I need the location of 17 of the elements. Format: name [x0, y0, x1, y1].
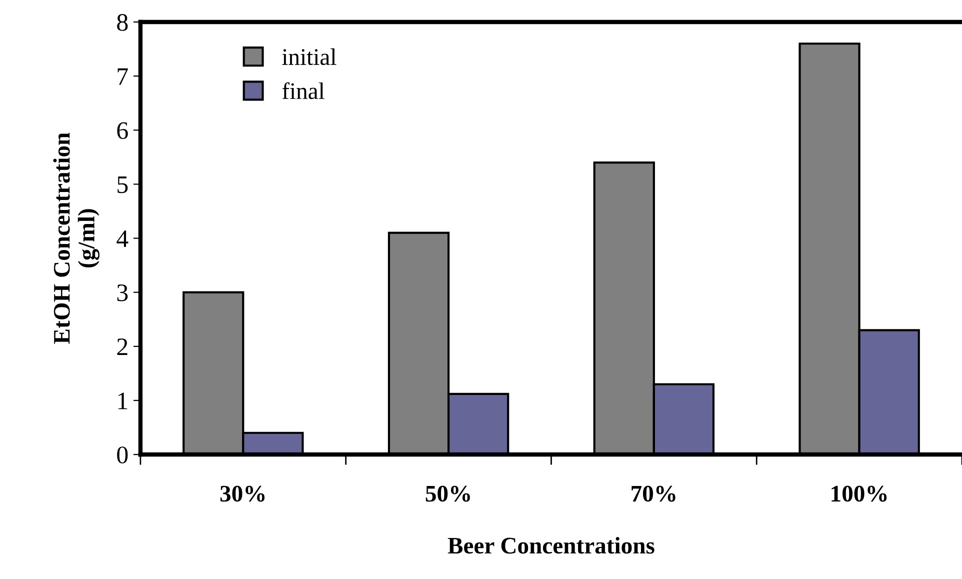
x-tick-label: 30% — [220, 486, 265, 502]
y-tick-label: 4 — [116, 230, 128, 247]
x-tick-label: 50% — [426, 486, 470, 502]
y-tick-label: 8 — [117, 14, 128, 31]
x-tick-label: 100% — [832, 486, 887, 502]
y-axis-title: EtOH Concentration (g/ml) — [53, 132, 100, 344]
legend-label: initial — [282, 48, 336, 66]
y-tick-label: 0 — [117, 446, 128, 464]
y-tick-label: 2 — [117, 338, 128, 356]
y-tick-label: 6 — [117, 122, 128, 140]
y-tick-label: 3 — [117, 284, 128, 302]
y-tick-label: 5 — [118, 176, 128, 194]
legend-label: final — [282, 82, 324, 100]
y-tick-label: 7 — [118, 68, 128, 85]
x-tick-label: 70% — [632, 486, 676, 502]
x-axis-title: Beer Concentrations — [448, 537, 654, 554]
y-tick-label: 1 — [118, 392, 128, 410]
